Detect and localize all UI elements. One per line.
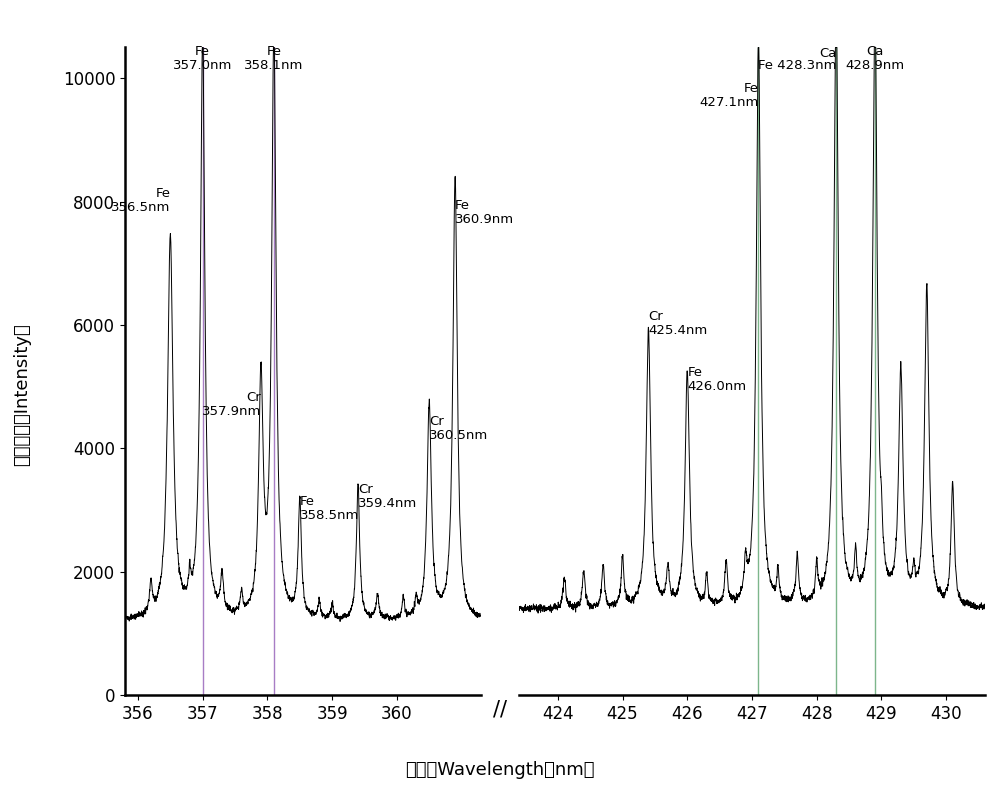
Text: Fe
427.1nm: Fe 427.1nm	[699, 82, 758, 109]
Text: Cr
425.4nm: Cr 425.4nm	[648, 310, 708, 337]
Text: Fe
358.5nm: Fe 358.5nm	[300, 495, 359, 522]
Text: Fe 428.3nm: Fe 428.3nm	[758, 59, 836, 72]
Text: Fe
360.9nm: Fe 360.9nm	[455, 199, 514, 226]
Text: Cr
360.5nm: Cr 360.5nm	[429, 416, 488, 442]
Text: 波长（Wavelength，nm）: 波长（Wavelength，nm）	[405, 762, 595, 779]
Text: Cr
359.4nm: Cr 359.4nm	[358, 483, 417, 510]
Text: //: //	[493, 699, 507, 719]
Text: Fe
358.1nm: Fe 358.1nm	[244, 45, 304, 72]
Text: Fe
357.0nm: Fe 357.0nm	[173, 45, 232, 72]
Text: 信号强度（Intensity）: 信号强度（Intensity）	[13, 324, 31, 466]
Text: Cr
357.9nm: Cr 357.9nm	[202, 390, 261, 418]
Text: Ca: Ca	[819, 47, 836, 60]
Text: Fe
356.5nm: Fe 356.5nm	[111, 187, 170, 214]
Text: Ca
428.9nm: Ca 428.9nm	[845, 45, 905, 72]
Text: Fe
426.0nm: Fe 426.0nm	[687, 366, 746, 393]
